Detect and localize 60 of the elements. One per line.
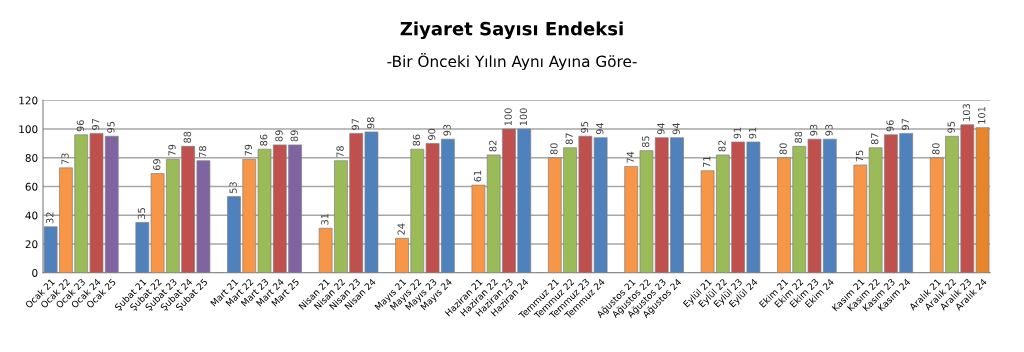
data-label: 53 — [229, 182, 237, 193]
data-label: 103 — [962, 104, 971, 121]
data-label: 100 — [519, 108, 528, 126]
data-label: 78 — [336, 146, 344, 158]
data-label: 95 — [107, 121, 115, 133]
data-label: 101 — [978, 107, 986, 124]
y-tick-label: 80 — [25, 154, 38, 162]
data-label: 94 — [672, 122, 680, 135]
data-label: 82 — [489, 140, 497, 152]
data-label: 96 — [886, 120, 894, 132]
data-label: 91 — [748, 127, 757, 139]
data-label: 73 — [61, 153, 69, 165]
chart-subtitle: -Bir Önceki Yılın Aynı Ayına Göre- — [387, 52, 637, 71]
data-label: 88 — [794, 131, 803, 143]
data-label: 82 — [718, 140, 726, 152]
y-tick-label: 120 — [19, 96, 38, 105]
data-label: 88 — [183, 131, 191, 143]
data-label: 87 — [871, 133, 879, 145]
data-label: 86 — [260, 134, 268, 146]
data-label: 90 — [428, 128, 436, 140]
data-label: 89 — [290, 130, 298, 142]
data-label: 24 — [397, 223, 405, 235]
data-label: 86 — [412, 134, 421, 146]
data-label: 32 — [46, 212, 54, 224]
data-label: 95 — [947, 121, 955, 133]
data-label: 94 — [657, 122, 665, 135]
data-label: 61 — [473, 170, 482, 182]
data-label: 35 — [137, 208, 146, 219]
data-label: 85 — [641, 136, 650, 148]
data-label: 80 — [550, 143, 558, 155]
data-label: 89 — [275, 130, 283, 142]
y-tick-label: 60 — [25, 182, 38, 191]
y-tick-label: 40 — [25, 211, 38, 220]
data-label: 80 — [932, 143, 940, 155]
data-label: 91 — [733, 127, 741, 139]
data-label: 96 — [76, 120, 85, 132]
data-label: 31 — [321, 213, 329, 225]
data-label: 75 — [855, 150, 864, 162]
data-label: 97 — [901, 118, 909, 130]
data-label: 95 — [580, 121, 589, 133]
chart-title: Ziyaret Sayısı Endeksi — [400, 21, 623, 40]
data-label: 80 — [779, 143, 787, 155]
data-label: 97 — [351, 118, 360, 130]
data-label: 74 — [626, 151, 634, 163]
data-label: 93 — [825, 124, 833, 136]
data-label: 93 — [809, 124, 818, 136]
y-tick-label: 0 — [32, 269, 38, 277]
data-label: 79 — [244, 144, 253, 156]
data-label: 93 — [443, 124, 451, 136]
data-label: 97 — [91, 118, 100, 130]
data-label: 78 — [198, 146, 207, 158]
data-label: 100 — [504, 108, 512, 126]
data-label: 69 — [153, 159, 161, 171]
y-tick-label: 100 — [19, 125, 38, 134]
data-label: 79 — [168, 144, 176, 156]
data-label: 87 — [565, 133, 573, 145]
data-label: 98 — [366, 117, 375, 129]
data-label: 94 — [596, 122, 604, 135]
data-label: 71 — [703, 156, 711, 168]
y-tick-label: 20 — [25, 240, 38, 249]
